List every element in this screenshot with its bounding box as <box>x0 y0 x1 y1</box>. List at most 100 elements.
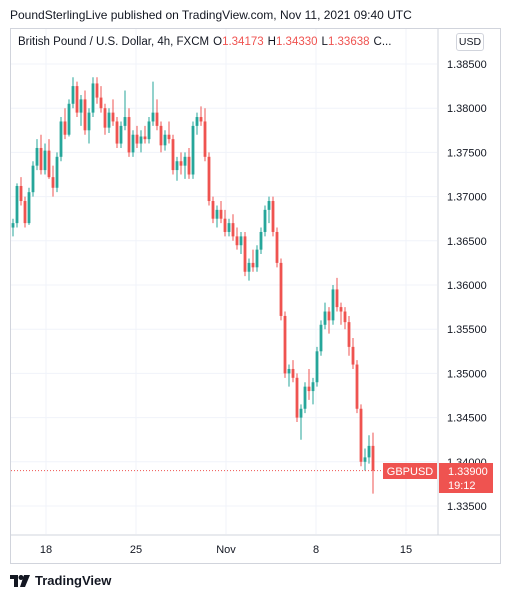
candle <box>351 338 355 369</box>
candle <box>211 196 215 224</box>
candle <box>347 315 351 356</box>
candle <box>363 448 367 471</box>
price-tag-value: 1.33900 <box>448 466 488 478</box>
candle-body <box>319 324 323 352</box>
time-tick-label: 25 <box>130 544 142 556</box>
candle <box>11 218 15 237</box>
candle <box>319 320 323 356</box>
candle-body <box>91 83 95 113</box>
candle <box>147 117 151 144</box>
chart-frame <box>10 28 501 564</box>
candle-body <box>127 117 131 153</box>
candle <box>223 209 227 237</box>
candle <box>191 121 195 179</box>
candle-body <box>87 112 91 131</box>
candle <box>51 165 55 197</box>
candle-body <box>71 86 75 104</box>
candle <box>67 99 71 137</box>
candle-body <box>175 161 179 171</box>
candle <box>267 196 271 224</box>
price-tick-label: 1.36000 <box>447 280 487 292</box>
candle-body <box>163 134 167 146</box>
legend-low: L1.33638 <box>321 36 370 48</box>
time-tick-label: 8 <box>313 544 319 556</box>
candle-body <box>147 121 151 140</box>
candle <box>355 360 359 414</box>
candle-body <box>135 134 139 144</box>
candle-body <box>275 231 279 263</box>
candle-body <box>59 121 63 157</box>
candle-body <box>123 117 127 126</box>
candle <box>203 108 207 162</box>
candle <box>123 90 127 131</box>
legend-close: C... <box>373 36 392 48</box>
candle <box>135 125 139 148</box>
candle-body <box>299 408 303 418</box>
candle <box>79 94 83 126</box>
currency-button[interactable]: USD <box>456 33 484 51</box>
candle-body <box>243 236 247 272</box>
tradingview-logo-icon <box>10 574 30 587</box>
candle-body <box>339 307 343 312</box>
candle-body <box>315 351 319 383</box>
candle-body <box>115 121 119 144</box>
candle-body <box>259 231 263 250</box>
tradingview-logo[interactable]: TradingView <box>10 573 111 588</box>
time-tick-label: 18 <box>40 544 52 556</box>
candle-body <box>79 99 83 113</box>
candle <box>287 364 291 387</box>
candle-body <box>199 117 203 122</box>
candle <box>159 121 163 153</box>
candle-body <box>231 223 235 237</box>
candle <box>87 108 91 144</box>
candle-body <box>363 457 367 462</box>
candle-body <box>99 97 103 109</box>
candle-body <box>31 165 35 193</box>
candle <box>219 201 223 224</box>
candle-body <box>219 209 223 219</box>
candle <box>103 103 107 135</box>
candle-body <box>371 445 375 471</box>
candle <box>359 404 363 467</box>
candle-body <box>35 147 39 166</box>
price-tick-label: 1.37000 <box>447 192 487 204</box>
candle-body <box>195 117 199 126</box>
price-tick-label: 1.36500 <box>447 236 487 248</box>
candle <box>83 90 87 135</box>
candle-body <box>215 209 219 219</box>
candle <box>143 125 147 144</box>
price-tag-countdown: 19:12 <box>448 480 476 492</box>
candle-body <box>307 386 311 392</box>
candle <box>327 307 331 334</box>
candle-body <box>47 150 51 178</box>
candle <box>251 249 255 272</box>
candle <box>195 112 199 135</box>
tradingview-brand: TradingView <box>35 573 112 588</box>
candle-body <box>67 103 71 135</box>
candle <box>227 218 231 237</box>
candle-body <box>247 262 251 272</box>
candle-body <box>63 121 67 135</box>
candle-body <box>283 315 287 374</box>
candle <box>255 245 259 272</box>
candle-body <box>323 311 327 325</box>
candle <box>187 147 191 179</box>
candle <box>15 183 19 228</box>
candle <box>215 205 219 228</box>
candle-body <box>311 382 315 392</box>
candle <box>19 177 23 206</box>
candle <box>271 196 275 237</box>
symbol-tag-bg <box>383 463 437 479</box>
candle <box>279 258 283 321</box>
candle-body <box>27 192 31 224</box>
candle <box>367 435 371 464</box>
candle <box>335 277 339 312</box>
candle-body <box>279 262 283 316</box>
candle <box>91 77 95 118</box>
candle <box>263 205 267 237</box>
candle <box>107 108 111 133</box>
candle-body <box>11 223 15 228</box>
candle <box>127 108 131 157</box>
candle <box>155 99 159 131</box>
